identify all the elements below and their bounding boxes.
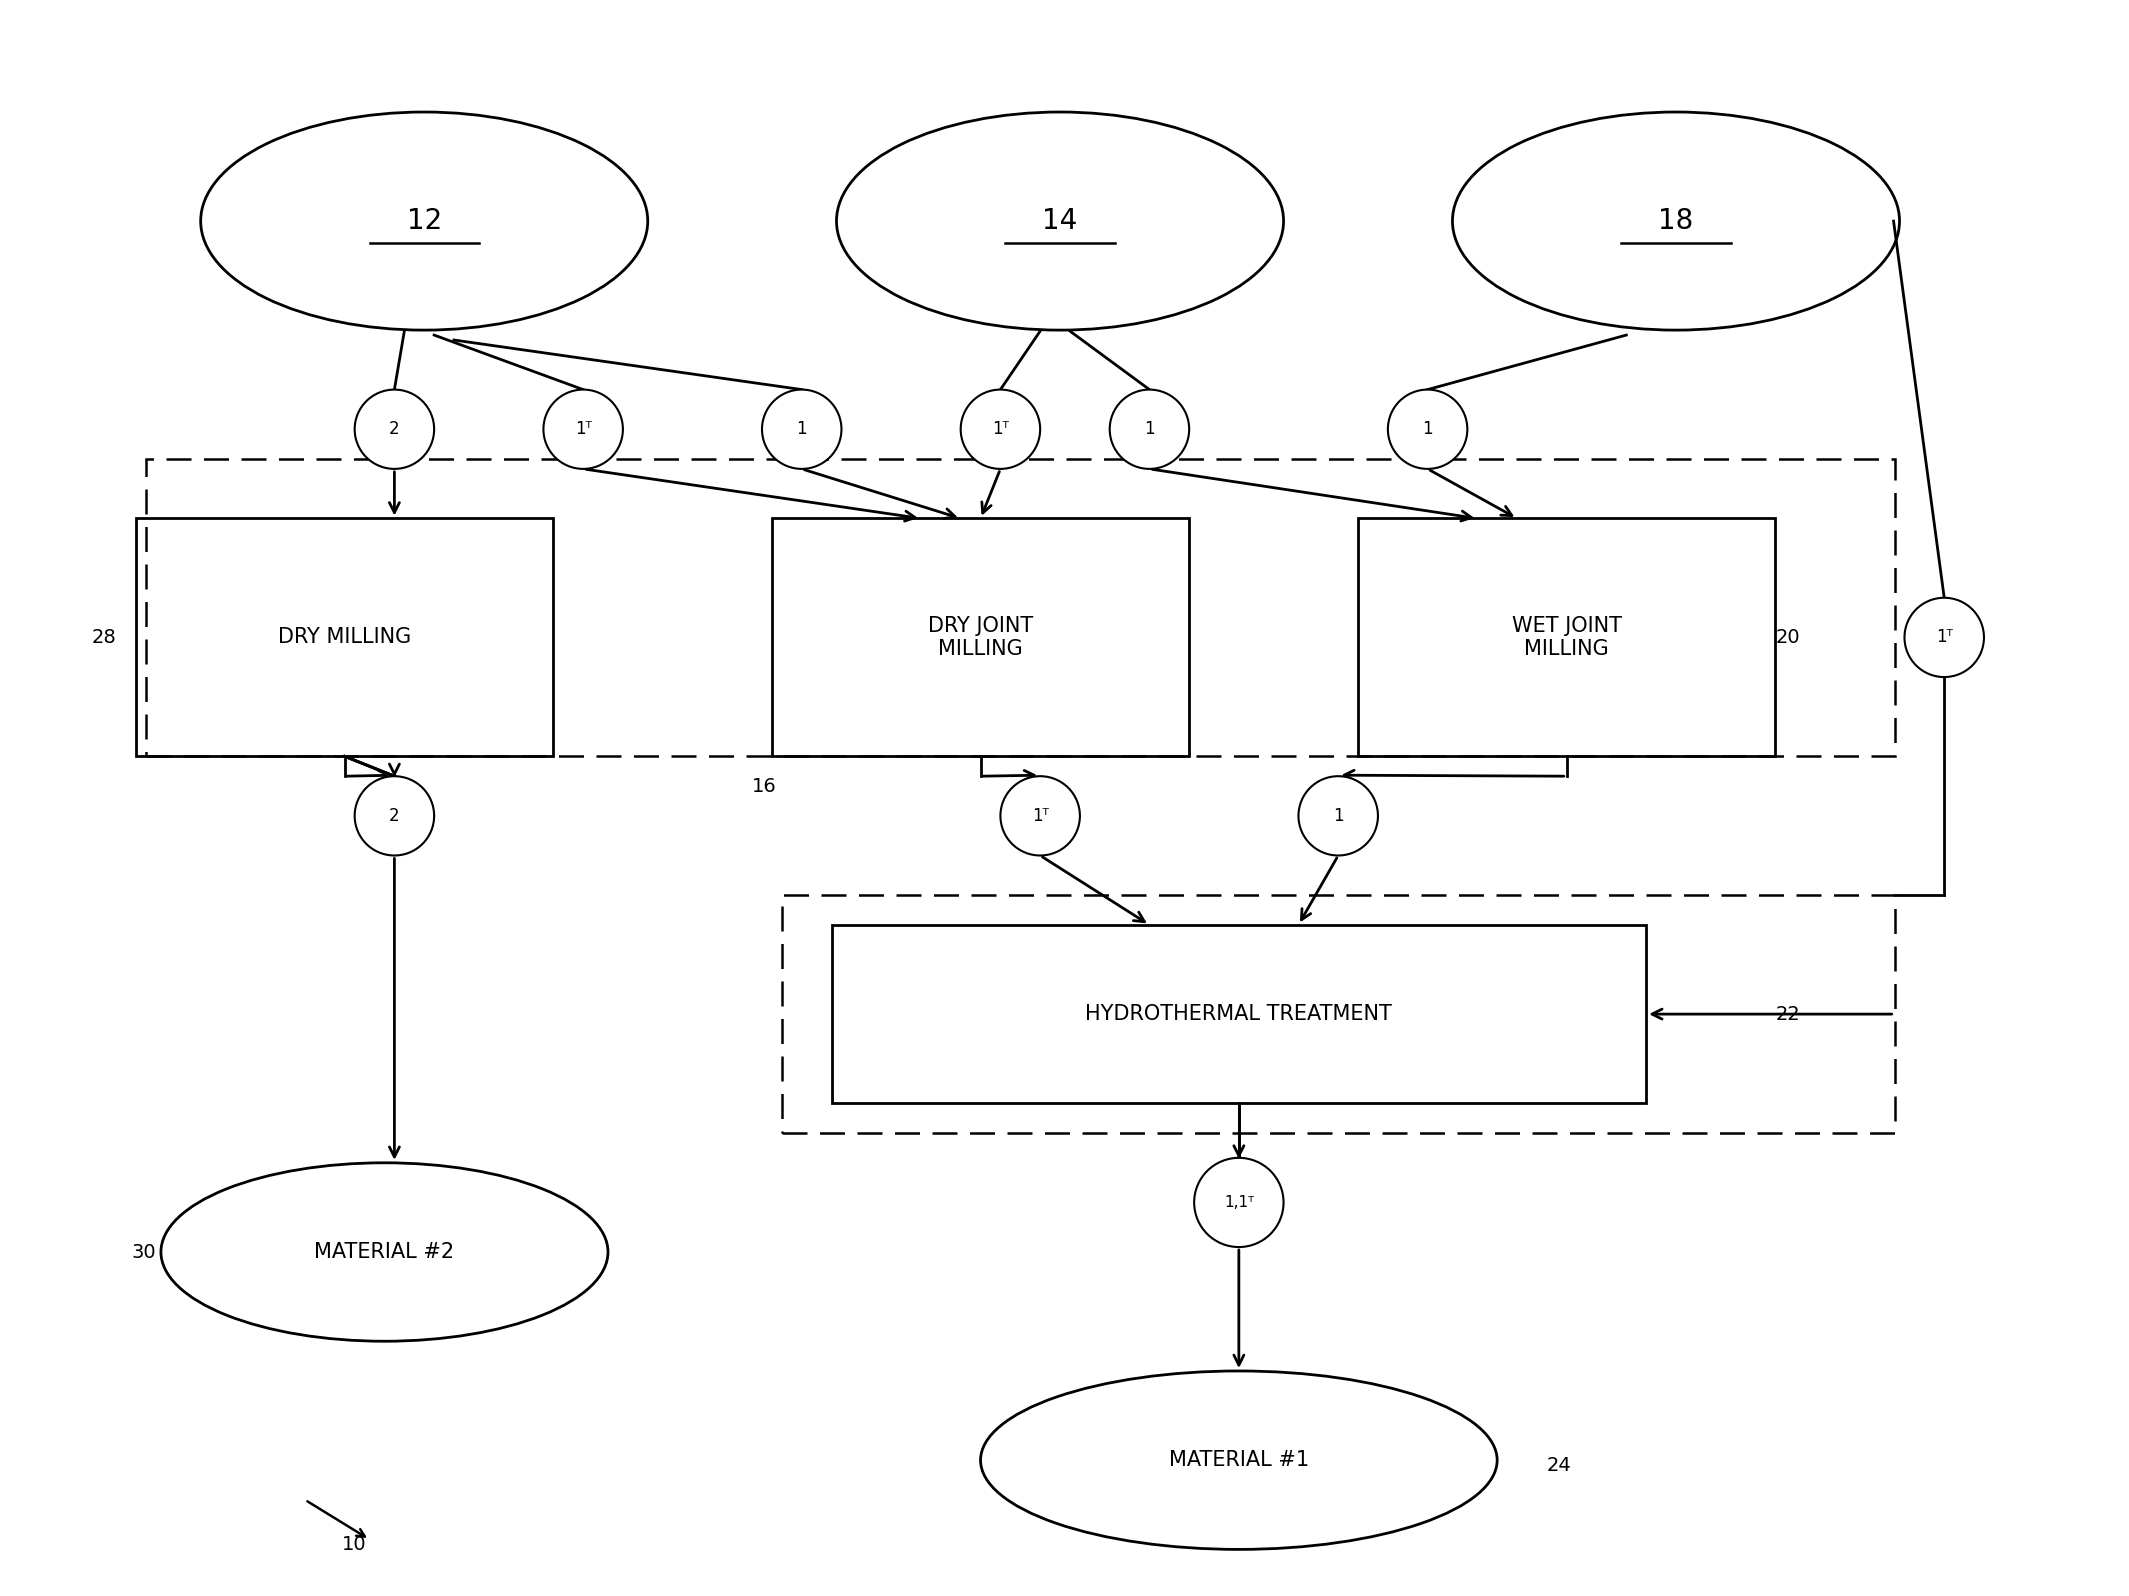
Circle shape <box>762 389 841 469</box>
Text: 18: 18 <box>1658 207 1693 235</box>
Text: DRY JOINT
MILLING: DRY JOINT MILLING <box>928 616 1033 659</box>
Text: 24: 24 <box>1548 1456 1571 1475</box>
Bar <box>832 926 1646 1103</box>
Text: 1ᵀ: 1ᵀ <box>1033 808 1050 825</box>
Text: 1,1ᵀ: 1,1ᵀ <box>1224 1195 1254 1210</box>
Text: 1ᵀ: 1ᵀ <box>1935 629 1952 646</box>
Circle shape <box>1388 389 1467 469</box>
Bar <box>1358 519 1776 757</box>
Text: MATERIAL #1: MATERIAL #1 <box>1169 1451 1309 1470</box>
Text: 1: 1 <box>1422 420 1433 439</box>
Text: 2: 2 <box>390 808 400 825</box>
Circle shape <box>1905 598 1984 677</box>
Text: 12: 12 <box>407 207 443 235</box>
Circle shape <box>543 389 624 469</box>
Circle shape <box>1194 1157 1284 1246</box>
Circle shape <box>1001 776 1079 855</box>
Bar <box>773 519 1190 757</box>
Circle shape <box>356 776 434 855</box>
Text: 1: 1 <box>796 420 807 439</box>
Bar <box>147 460 1895 757</box>
Circle shape <box>1109 389 1190 469</box>
Bar <box>781 895 1895 1133</box>
Text: WET JOINT
MILLING: WET JOINT MILLING <box>1512 616 1622 659</box>
Text: 20: 20 <box>1776 627 1799 646</box>
Text: 28: 28 <box>92 627 117 646</box>
Text: 16: 16 <box>752 777 777 795</box>
Text: 2: 2 <box>390 420 400 439</box>
Circle shape <box>356 389 434 469</box>
Text: HYDROTHERMAL TREATMENT: HYDROTHERMAL TREATMENT <box>1086 1004 1392 1025</box>
Circle shape <box>1299 776 1377 855</box>
Text: 30: 30 <box>132 1243 155 1261</box>
Text: MATERIAL #2: MATERIAL #2 <box>315 1242 453 1262</box>
Text: 22: 22 <box>1776 1004 1801 1023</box>
Text: DRY MILLING: DRY MILLING <box>279 627 411 648</box>
Bar <box>136 519 554 757</box>
Text: 14: 14 <box>1043 207 1077 235</box>
Text: 1: 1 <box>1143 420 1154 439</box>
Text: 10: 10 <box>343 1535 366 1555</box>
Text: 1ᵀ: 1ᵀ <box>992 420 1009 439</box>
Circle shape <box>960 389 1041 469</box>
Text: 1: 1 <box>1333 808 1343 825</box>
Text: 1ᵀ: 1ᵀ <box>575 420 592 439</box>
